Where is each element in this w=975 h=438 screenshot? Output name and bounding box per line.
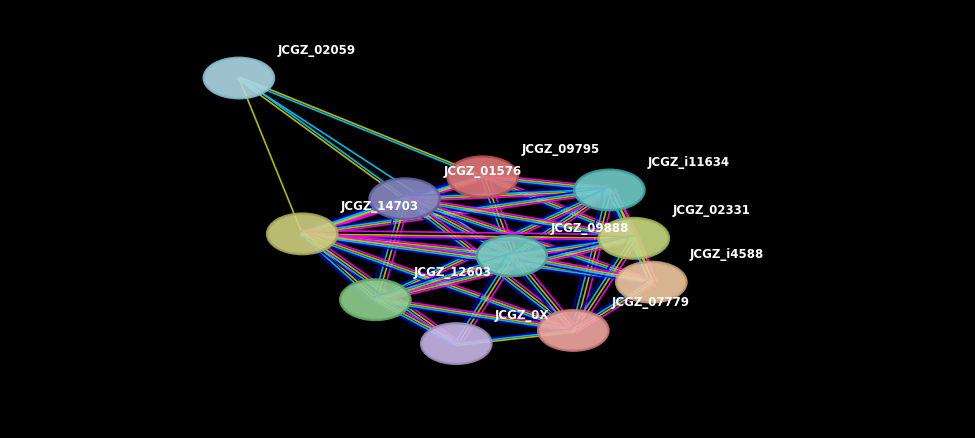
Ellipse shape [204, 59, 274, 99]
Text: JCGZ_01576: JCGZ_01576 [444, 164, 522, 177]
Ellipse shape [477, 236, 547, 276]
Text: JCGZ_02331: JCGZ_02331 [673, 204, 750, 216]
Ellipse shape [267, 214, 337, 254]
Ellipse shape [599, 219, 669, 259]
Ellipse shape [574, 170, 644, 211]
Ellipse shape [340, 280, 410, 320]
Text: JCGZ_02059: JCGZ_02059 [278, 44, 356, 57]
Text: JCGZ_07779: JCGZ_07779 [612, 296, 690, 308]
Text: JCGZ_09795: JCGZ_09795 [522, 142, 600, 155]
Text: JCGZ_14703: JCGZ_14703 [341, 199, 419, 212]
Text: JCGZ_09888: JCGZ_09888 [551, 221, 629, 234]
Ellipse shape [448, 157, 518, 198]
Text: JCGZ_i11634: JCGZ_i11634 [648, 155, 730, 168]
Ellipse shape [538, 311, 608, 351]
Text: JCGZ_0X: JCGZ_0X [495, 309, 549, 321]
Ellipse shape [421, 324, 491, 364]
Ellipse shape [370, 179, 440, 219]
Text: JCGZ_12603: JCGZ_12603 [414, 265, 492, 278]
Ellipse shape [616, 262, 686, 303]
Text: JCGZ_i4588: JCGZ_i4588 [690, 247, 764, 260]
